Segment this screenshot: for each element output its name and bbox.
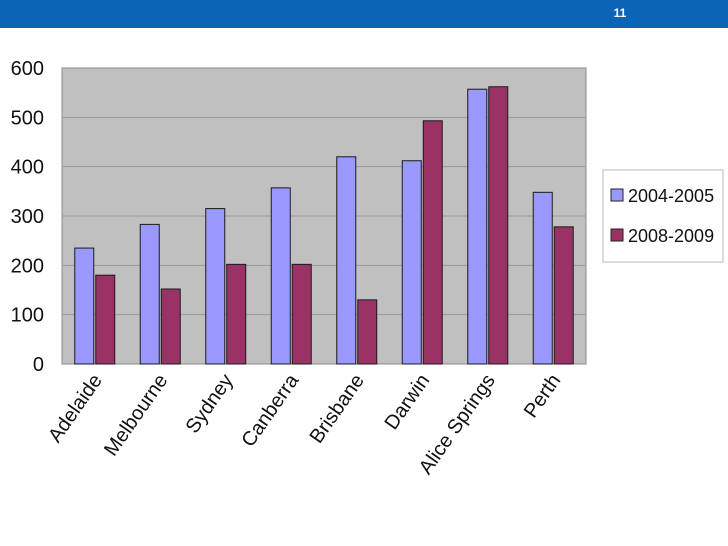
bar-sydney-2004-2005 <box>205 208 226 365</box>
bar-alice-springs-2004-2005 <box>467 88 488 365</box>
x-tick-label-brisbane: Brisbane <box>306 370 369 447</box>
x-tick-label-darwin: Darwin <box>381 370 435 434</box>
x-tick-label-canberra: Canberra <box>237 370 303 452</box>
bar-darwin-2004-2005 <box>401 160 422 365</box>
bar-brisbane-2004-2005 <box>336 156 357 365</box>
bar-adelaide-2008-2009 <box>95 274 116 365</box>
slide-number: 11 <box>613 6 627 20</box>
y-tick-label-0: 0 <box>33 354 44 376</box>
legend-label-2004-2005: 2004-2005 <box>628 186 714 206</box>
bar-perth-2008-2009 <box>553 226 574 365</box>
header-bar: 11 <box>0 0 728 28</box>
x-tick-label-sydney: Sydney <box>182 370 238 437</box>
y-axis-tick-labels: 0 100 200 300 400 500 600 <box>11 58 44 376</box>
legend-swatch-2004-2005 <box>610 188 624 202</box>
bar-brisbane-2008-2009 <box>357 299 378 365</box>
y-tick-label-200: 200 <box>11 255 44 277</box>
bar-perth-2004-2005 <box>532 191 553 365</box>
bar-adelaide-2004-2005 <box>74 247 95 365</box>
y-tick-label-500: 500 <box>11 107 44 129</box>
legend-swatch-2008-2009 <box>610 228 624 242</box>
y-tick-label-400: 400 <box>11 157 44 179</box>
bar-melbourne-2004-2005 <box>139 223 160 365</box>
y-tick-label-100: 100 <box>11 305 44 327</box>
legend-label-2008-2009: 2008-2009 <box>628 226 714 246</box>
bar-melbourne-2008-2009 <box>160 288 181 365</box>
y-tick-label-300: 300 <box>11 206 44 228</box>
x-tick-label-adelaide: Adelaide <box>44 370 107 446</box>
x-tick-label-melbourne: Melbourne <box>100 370 172 460</box>
bar-sydney-2008-2009 <box>226 263 247 365</box>
bar-canberra-2004-2005 <box>270 187 291 365</box>
x-tick-label-perth: Perth <box>520 370 565 422</box>
bars <box>74 86 574 365</box>
y-tick-label-600: 600 <box>11 58 44 80</box>
legend-box <box>602 169 724 263</box>
bar-canberra-2008-2009 <box>291 263 312 365</box>
legend: 2004-2005 2008-2009 <box>602 169 724 263</box>
bar-alice-springs-2008-2009 <box>488 86 509 365</box>
bar-darwin-2008-2009 <box>422 120 443 365</box>
